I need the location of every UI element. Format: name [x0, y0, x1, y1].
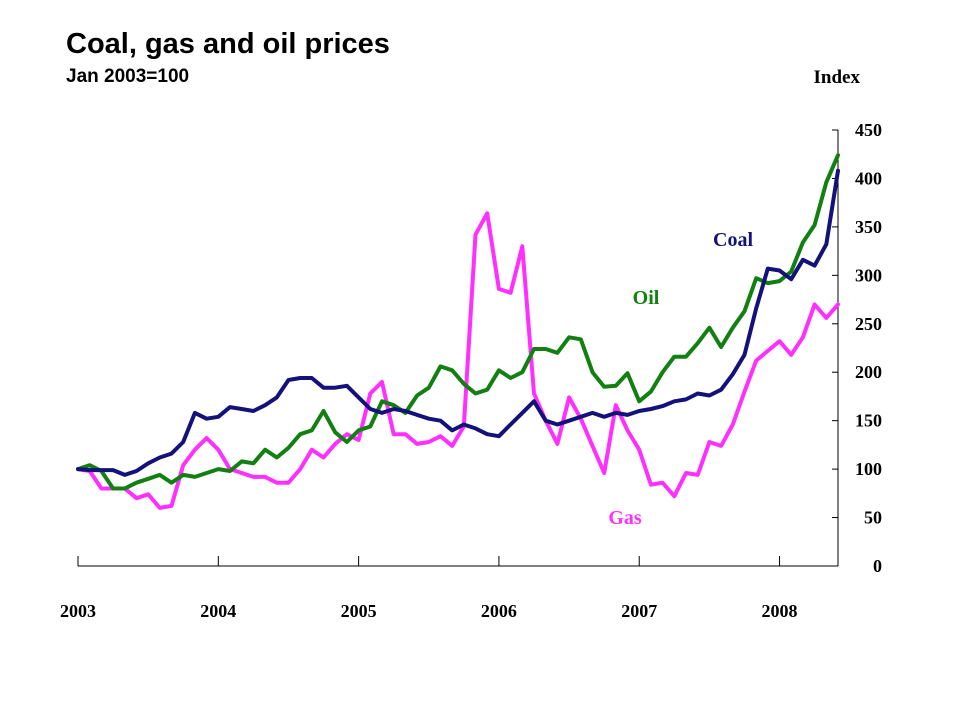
series-line-oil — [76, 153, 840, 491]
y-tick-label: 150 — [855, 411, 882, 431]
y-tick-label: 450 — [855, 120, 882, 140]
y-tick-label: 300 — [855, 265, 882, 285]
y-tick-label: 100 — [855, 459, 882, 479]
y-tick-label: 50 — [864, 508, 882, 528]
y-tick-label: 400 — [855, 168, 882, 188]
series-line-gas — [76, 211, 840, 510]
series-label-gas: Gas — [608, 507, 642, 529]
x-tick-label: 2006 — [481, 601, 517, 621]
series-label-oil: Oil — [633, 287, 660, 309]
x-tick-label: 2008 — [762, 601, 798, 621]
x-tick-label: 2003 — [60, 601, 96, 621]
y-tick-label: 200 — [855, 362, 882, 382]
chart-title: Coal, gas and oil prices — [66, 28, 390, 60]
x-axis-ticks: 2003 2004 2005 2006 2007 2008 — [60, 556, 798, 621]
y-tick-label: 0 — [873, 556, 882, 576]
series-label-coal: Coal — [713, 229, 753, 251]
x-tick-label: 2007 — [621, 601, 657, 621]
y-tick-label: 350 — [855, 217, 882, 237]
x-tick-label: 2005 — [341, 601, 377, 621]
series-lines — [76, 153, 840, 510]
chart-subtitle: Jan 2003=100 — [66, 66, 190, 87]
y-tick-label: 250 — [855, 314, 882, 334]
y-axis-unit-label: Index — [814, 67, 861, 88]
y-axis-ticks: 0 50 100 150 200 250 300 350 400 450 — [832, 120, 882, 576]
series-line-coal — [76, 168, 840, 477]
x-tick-label: 2004 — [200, 601, 236, 621]
